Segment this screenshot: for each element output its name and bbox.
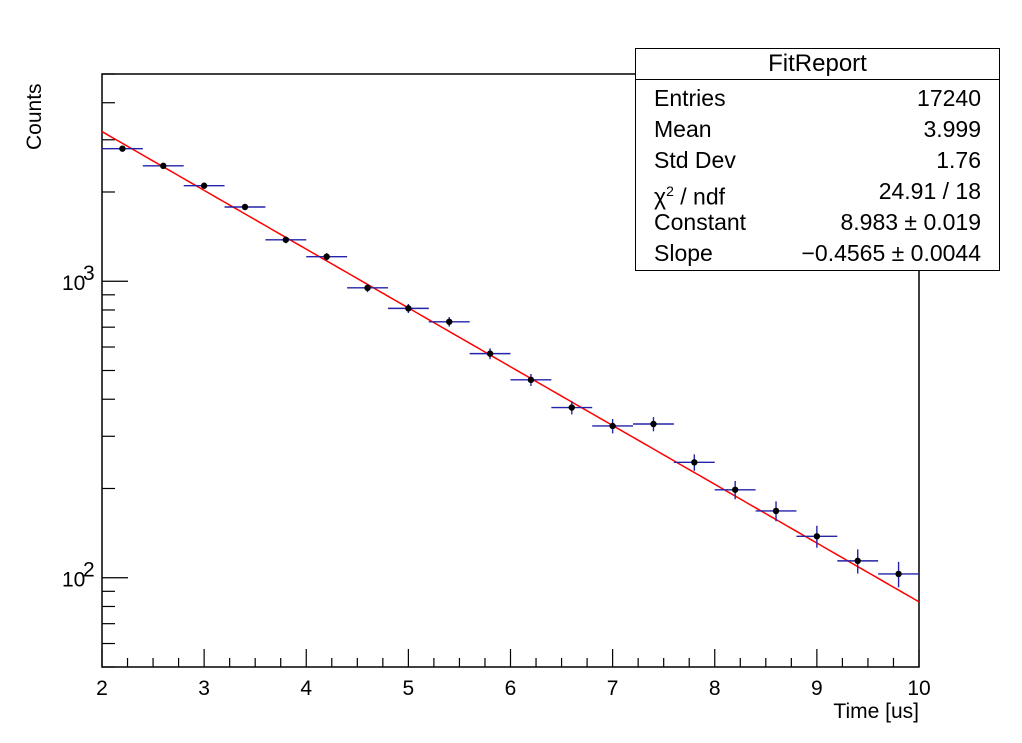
marker bbox=[650, 420, 657, 428]
stats-row-slope: Slope −0.4565 ± 0.0044 bbox=[654, 238, 981, 269]
stats-label: Constant bbox=[654, 209, 747, 235]
marker bbox=[200, 182, 208, 189]
data-point bbox=[469, 348, 511, 360]
data-point bbox=[633, 417, 674, 432]
marker bbox=[323, 253, 330, 260]
data-point bbox=[878, 561, 919, 588]
stats-label: Std Dev bbox=[654, 147, 736, 173]
marker bbox=[119, 145, 126, 152]
marker bbox=[527, 376, 535, 384]
fit-report-title: FitReport bbox=[636, 49, 999, 80]
x-axis-title: Time [us] bbox=[833, 700, 919, 723]
y-axis-title: Counts bbox=[23, 83, 46, 150]
x-tick-label: 10 bbox=[907, 677, 930, 700]
marker bbox=[895, 570, 902, 578]
marker bbox=[731, 486, 739, 493]
stats-row-entries: Entries 17240 bbox=[654, 83, 981, 114]
marker bbox=[813, 533, 821, 540]
marker bbox=[160, 162, 167, 170]
data-point bbox=[183, 182, 225, 189]
data-point bbox=[837, 549, 879, 574]
chi-symbol: χ bbox=[654, 183, 667, 210]
marker bbox=[241, 203, 249, 211]
stats-row-chi2: χ2 / ndf 24.91 / 18 bbox=[654, 176, 981, 210]
marker bbox=[772, 507, 780, 515]
data-points-layer bbox=[102, 145, 919, 588]
x-tick-label: 4 bbox=[300, 677, 312, 700]
data-point bbox=[224, 203, 266, 211]
data-point bbox=[102, 145, 143, 152]
data-point bbox=[347, 283, 388, 293]
data-point bbox=[306, 253, 348, 261]
data-point bbox=[428, 317, 470, 327]
stats-label: Slope bbox=[654, 240, 713, 266]
marker bbox=[691, 459, 698, 466]
data-point bbox=[551, 401, 593, 415]
stats-value: −0.4565 ± 0.0044 bbox=[801, 240, 981, 266]
fit-curve-layer bbox=[101, 130, 920, 603]
data-point bbox=[592, 419, 634, 434]
stats-label: Entries bbox=[654, 85, 726, 111]
x-tick-label: 7 bbox=[607, 677, 619, 700]
stats-row-constant: Constant 8.983 ± 0.019 bbox=[654, 207, 981, 238]
stats-row-mean: Mean 3.999 bbox=[654, 114, 981, 145]
stats-value: 17240 bbox=[917, 85, 981, 111]
stats-value: 3.999 bbox=[923, 116, 981, 142]
y-axis-ticks bbox=[102, 73, 128, 668]
marker bbox=[486, 350, 494, 357]
data-point bbox=[265, 236, 307, 244]
data-point bbox=[387, 303, 429, 313]
fit-report-box: FitReport Entries 17240 Mean 3.999 Std D… bbox=[635, 48, 1000, 271]
data-point bbox=[510, 374, 552, 386]
stats-label: χ2 / ndf bbox=[654, 176, 725, 213]
data-point bbox=[755, 501, 797, 522]
y-tick-label: 10 bbox=[62, 272, 85, 295]
marker bbox=[405, 305, 412, 312]
x-tick-labels: 2 3 4 5 6 7 8 9 10 bbox=[96, 677, 931, 700]
marker bbox=[364, 284, 371, 292]
chi-exponent: 2 bbox=[666, 183, 674, 199]
y-tick-label: 10 bbox=[62, 569, 85, 592]
stats-label: Mean bbox=[654, 116, 712, 142]
x-tick-label: 5 bbox=[403, 677, 415, 700]
marker bbox=[446, 318, 453, 325]
marker bbox=[854, 557, 861, 565]
stats-value: 24.91 / 18 bbox=[878, 178, 981, 204]
data-point bbox=[796, 525, 838, 548]
data-point bbox=[714, 480, 756, 500]
stats-value: 1.76 bbox=[936, 147, 981, 173]
x-axis-ticks bbox=[101, 649, 920, 667]
x-tick-label: 8 bbox=[709, 677, 721, 700]
stats-value: 8.983 ± 0.019 bbox=[840, 209, 981, 235]
y-tick-exponent: 2 bbox=[83, 559, 95, 582]
fit-line bbox=[101, 130, 920, 603]
stats-row-std-dev: Std Dev 1.76 bbox=[654, 145, 981, 176]
y-tick-exponent: 3 bbox=[83, 262, 95, 285]
data-point bbox=[673, 454, 715, 471]
chi-ndf-text: / ndf bbox=[673, 183, 726, 210]
data-point bbox=[142, 162, 184, 170]
x-tick-label: 9 bbox=[811, 677, 823, 700]
x-tick-label: 3 bbox=[198, 677, 210, 700]
marker bbox=[568, 404, 575, 411]
marker bbox=[609, 422, 616, 430]
x-tick-label: 2 bbox=[96, 677, 108, 700]
x-tick-label: 6 bbox=[505, 677, 517, 700]
marker bbox=[282, 236, 290, 243]
